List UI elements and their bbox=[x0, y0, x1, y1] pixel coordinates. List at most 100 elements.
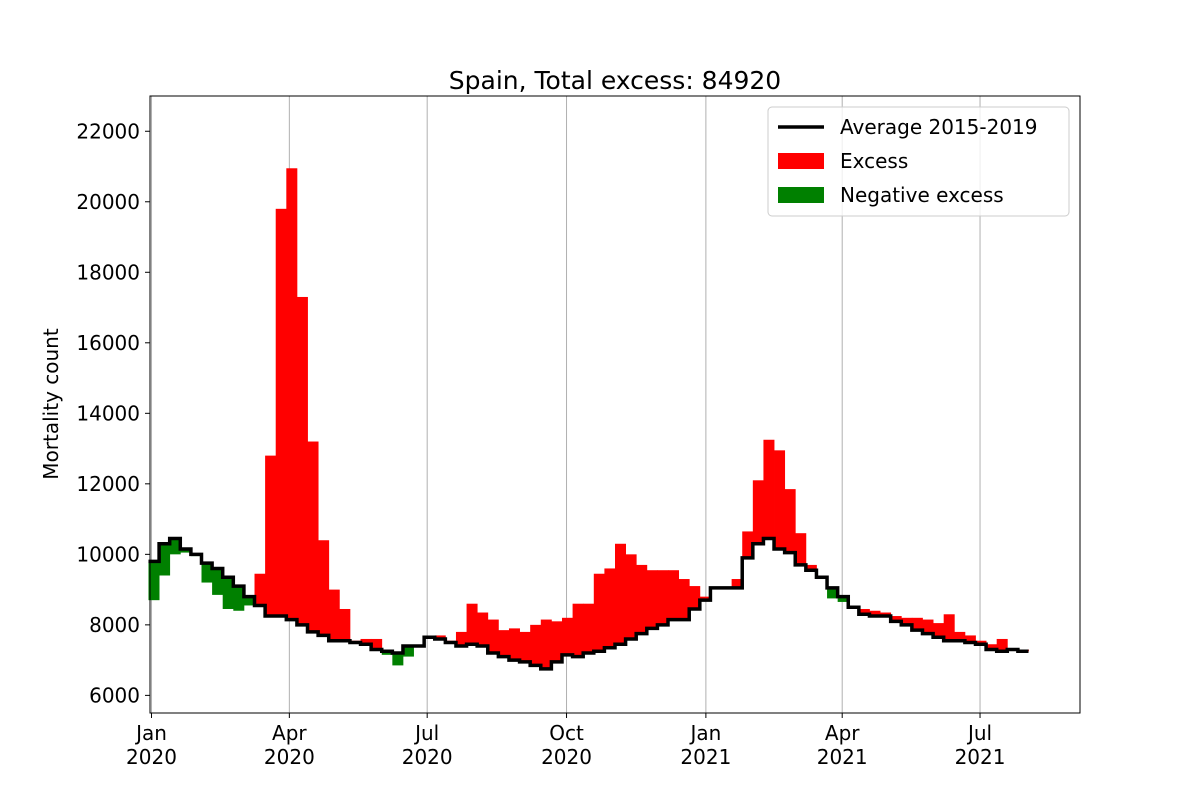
legend-patch-swatch bbox=[778, 153, 824, 169]
excess-bar bbox=[869, 610, 881, 617]
excess-bar bbox=[339, 608, 351, 641]
x-tick-label: 2021 bbox=[955, 745, 1006, 769]
excess-bar bbox=[477, 612, 489, 647]
y-tick-label: 14000 bbox=[76, 401, 140, 425]
excess-bar bbox=[922, 619, 934, 634]
excess-bar bbox=[636, 564, 648, 634]
x-tick-label: 2021 bbox=[680, 745, 731, 769]
excess-bar bbox=[540, 619, 552, 669]
excess-bar bbox=[530, 624, 542, 666]
excess-bar bbox=[593, 573, 605, 652]
legend: Average 2015-2019 Excess Negative excess bbox=[767, 106, 1070, 217]
excess-bar bbox=[975, 640, 987, 645]
excess-bar bbox=[996, 638, 1008, 652]
excess-bar bbox=[561, 617, 573, 655]
excess-bar bbox=[455, 631, 467, 647]
excess-bar bbox=[646, 570, 658, 629]
y-axis: 6000 8000 10000 12000 14000 16000 18000 20000 22… bbox=[76, 119, 150, 707]
y-tick-label: 12000 bbox=[76, 472, 140, 496]
excess-bar bbox=[911, 617, 923, 631]
y-tick-label: 18000 bbox=[76, 260, 140, 284]
plot-frame bbox=[149, 95, 1081, 714]
excess-bar bbox=[551, 621, 563, 662]
y-tick-label: 20000 bbox=[76, 190, 140, 214]
negative-excess-bar bbox=[222, 577, 234, 609]
excess-bar bbox=[699, 596, 711, 601]
x-tick-label: 2021 bbox=[817, 745, 868, 769]
negative-excess-bar bbox=[837, 596, 849, 602]
x-tick-label: Jan bbox=[688, 721, 721, 745]
x-tick-label: 2020 bbox=[402, 745, 453, 769]
negative-excess-bar bbox=[180, 549, 192, 553]
legend-label: Excess bbox=[840, 149, 908, 173]
excess-bar bbox=[943, 614, 955, 641]
excess-bar bbox=[678, 579, 690, 620]
excess-bar bbox=[933, 623, 945, 638]
x-tick-label: Apr bbox=[272, 721, 307, 745]
excess-bar bbox=[795, 533, 807, 565]
x-tick-label: Oct bbox=[549, 721, 584, 745]
excess-bar bbox=[774, 450, 786, 550]
legend-label: Negative excess bbox=[840, 183, 1004, 207]
excess-bar bbox=[784, 489, 796, 553]
negative-excess-bar bbox=[402, 646, 414, 657]
legend-label: Average 2015-2019 bbox=[840, 115, 1038, 139]
negative-excess-bar bbox=[212, 568, 224, 595]
y-tick-label: 8000 bbox=[89, 613, 140, 637]
negative-excess-bar bbox=[827, 587, 839, 599]
chart-title: Spain, Total excess: 84920 bbox=[449, 66, 781, 95]
excess-bar bbox=[880, 612, 892, 617]
excess-bar bbox=[296, 296, 308, 625]
negative-excess-bar bbox=[392, 653, 404, 666]
excess-bar bbox=[466, 603, 478, 645]
y-tick-label: 16000 bbox=[76, 331, 140, 355]
bars bbox=[148, 168, 1029, 669]
excess-bar bbox=[519, 631, 531, 662]
excess-bar bbox=[487, 619, 499, 654]
y-tick-label: 6000 bbox=[89, 683, 140, 707]
x-tick-label: 2020 bbox=[126, 745, 177, 769]
excess-bar bbox=[434, 635, 446, 639]
x-tick-label: 2020 bbox=[541, 745, 592, 769]
legend-patch-swatch bbox=[778, 187, 824, 203]
excess-bar bbox=[731, 579, 743, 588]
x-tick-label: Apr bbox=[825, 721, 860, 745]
negative-excess-bar bbox=[148, 561, 160, 601]
x-axis: Jan2020Apr2020Jul2020Oct2020Jan2021Apr20… bbox=[126, 713, 1005, 769]
negative-excess-bar bbox=[169, 538, 181, 555]
average-line-layer bbox=[148, 536, 1029, 671]
excess-bar bbox=[604, 568, 616, 648]
negative-excess-bar bbox=[233, 586, 245, 611]
excess-bar bbox=[742, 531, 754, 558]
excess-bar bbox=[360, 638, 372, 645]
excess-bar bbox=[371, 638, 383, 650]
excess-bar bbox=[328, 589, 340, 641]
legend-box bbox=[767, 106, 1070, 217]
excess-bar bbox=[265, 455, 277, 617]
excess-bar bbox=[498, 630, 510, 657]
excess-bar bbox=[508, 628, 520, 661]
excess-bar bbox=[307, 441, 319, 632]
excess-bar bbox=[964, 635, 976, 643]
excess-bar bbox=[668, 570, 680, 620]
excess-bar bbox=[752, 480, 764, 544]
x-tick-label: 2020 bbox=[264, 745, 315, 769]
excess-bar bbox=[689, 586, 701, 609]
y-tick-label: 10000 bbox=[76, 542, 140, 566]
negative-excess-bar bbox=[201, 563, 213, 583]
y-axis-label: Mortality count bbox=[39, 328, 63, 480]
x-tick-label: Jan bbox=[134, 721, 167, 745]
excess-bar bbox=[890, 616, 902, 622]
excess-bar bbox=[286, 168, 298, 620]
excess-bar bbox=[763, 439, 775, 539]
negative-excess-bar bbox=[243, 596, 255, 606]
average-line bbox=[148, 536, 1029, 671]
excess-bar bbox=[954, 631, 966, 641]
excess-bar bbox=[615, 543, 627, 645]
excess-bar bbox=[275, 208, 287, 617]
excess-bar bbox=[986, 644, 998, 650]
excess-bar bbox=[572, 603, 584, 657]
x-tick-label: Jul bbox=[966, 721, 992, 745]
negative-excess-bar bbox=[159, 543, 171, 576]
